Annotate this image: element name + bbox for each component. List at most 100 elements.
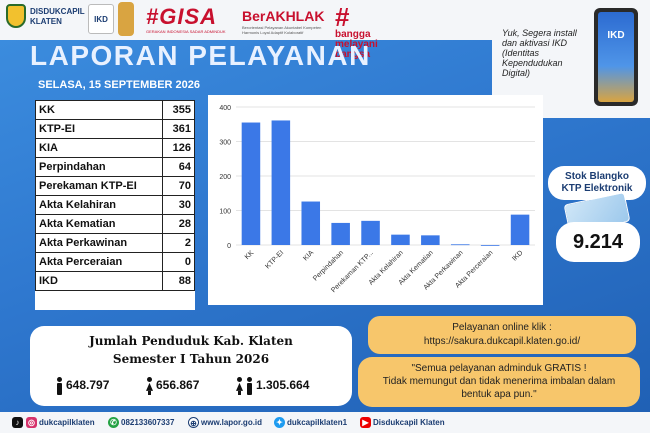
twitter-icon: ✦ bbox=[274, 417, 285, 429]
service-label: Perekaman KTP-EI bbox=[35, 176, 163, 196]
bar bbox=[480, 245, 500, 246]
footer-twitter[interactable]: ✦ dukcapilklaten1 bbox=[274, 416, 347, 429]
service-label: KTP-EI bbox=[35, 119, 163, 139]
x-tick-label: KK bbox=[244, 249, 256, 261]
service-value: 361 bbox=[162, 119, 195, 139]
stok-blangko-label: Stok Blangko KTP Elektronik bbox=[548, 166, 646, 200]
x-tick-label: Perpindahan bbox=[312, 249, 345, 282]
instagram-handle: dukcapilklaten bbox=[39, 418, 95, 427]
berakhlak-logo: BerAKHLAK bbox=[242, 8, 325, 24]
agency-title: DISDUKCAPIL bbox=[30, 7, 85, 16]
instagram-icon: ◎ bbox=[26, 417, 37, 429]
footer-instagram[interactable]: ◎ dukcapilklaten bbox=[26, 416, 95, 429]
youtube-icon: ▶ bbox=[360, 417, 371, 429]
ikd-logo: IKD bbox=[88, 4, 114, 34]
service-label: KK bbox=[35, 100, 163, 120]
population-subtitle: Semester I Tahun 2026 bbox=[112, 352, 270, 366]
service-value: 64 bbox=[162, 157, 195, 177]
population-female: 656.867 bbox=[146, 374, 199, 396]
bar bbox=[510, 214, 530, 245]
ikd-phone-screen: IKD bbox=[598, 12, 634, 102]
whatsapp-icon: ✆ bbox=[108, 417, 119, 429]
globe-icon: ⊕ bbox=[188, 417, 199, 429]
table-row: KIA 126 bbox=[35, 138, 195, 158]
service-label: KIA bbox=[35, 138, 163, 158]
bar bbox=[450, 244, 470, 246]
free-service-note: "Semua pelayanan adminduk GRATIS ! Tidak… bbox=[358, 357, 640, 407]
table-row: KK 355 bbox=[35, 100, 195, 120]
services-table-body: KK 355 KTP-EI 361 KIA 126 Perpindahan 64 Perekam… bbox=[35, 100, 195, 291]
bar bbox=[271, 120, 291, 245]
berakhlak-tagline: Berorientasi Pelayanan Akuntabel Kompete… bbox=[242, 25, 322, 35]
table-row: Akta Kematian 28 bbox=[35, 214, 195, 234]
service-value: 2 bbox=[162, 233, 195, 253]
ikd-promo-text: Yuk, Segera install dan aktivasi IKD (Id… bbox=[502, 28, 577, 78]
service-value: 88 bbox=[162, 271, 195, 291]
online-service-link[interactable]: https://sakura.dukcapil.klaten.go.id/ bbox=[423, 336, 581, 347]
population-total-value: 1.305.664 bbox=[256, 378, 310, 392]
agency-subtitle: KLATEN bbox=[30, 17, 62, 26]
service-value: 126 bbox=[162, 138, 195, 158]
table-row: Akta Kelahiran 30 bbox=[35, 195, 195, 215]
bangga-line1: bangga bbox=[335, 29, 371, 40]
female-icon bbox=[146, 376, 153, 395]
bangga-melayani-logo: # bangga melayani bangsa bbox=[335, 4, 378, 60]
services-table: KK 355 KTP-EI 361 KIA 126 Perpindahan 64 Perekam… bbox=[35, 100, 195, 310]
page-title: LAPORAN PELAYANAN bbox=[30, 40, 371, 71]
x-tick-label: KIA bbox=[302, 249, 315, 262]
table-row: Perpindahan 64 bbox=[35, 157, 195, 177]
web-url: www.lapor.go.id bbox=[201, 418, 263, 427]
y-tick-label: 100 bbox=[219, 209, 231, 216]
online-service-note: Pelayanan online klik : https://sakura.d… bbox=[368, 316, 636, 354]
report-date: SELASA, 15 SEPTEMBER 2026 bbox=[38, 79, 201, 91]
regency-emblem-icon bbox=[6, 4, 26, 28]
x-tick-label: KTP-EI bbox=[264, 249, 285, 270]
population-title: Jumlah Penduduk Kab. Klaten bbox=[89, 334, 293, 348]
bangga-line2: melayani bbox=[335, 39, 378, 50]
bar bbox=[391, 234, 410, 245]
table-row: IKD 88 bbox=[35, 271, 195, 291]
y-tick-label: 400 bbox=[219, 105, 231, 112]
population-total: 1.305.664 bbox=[236, 374, 309, 396]
footer-tiktok[interactable]: ♪ bbox=[12, 416, 25, 429]
table-row: Perekaman KTP-EI 70 bbox=[35, 176, 195, 196]
service-value: 355 bbox=[162, 100, 195, 120]
services-bar-chart: 0 100 200 300 400 KK KTP-EI KIA Perpindahan Perek… bbox=[208, 95, 543, 305]
footer-web[interactable]: ⊕ www.lapor.go.id bbox=[188, 416, 262, 429]
population-panel: Jumlah Penduduk Kab. Klaten Semester I T… bbox=[30, 326, 352, 406]
male-icon bbox=[56, 376, 63, 395]
stok-title-line1: Stok Blangko bbox=[565, 171, 629, 182]
service-label: Akta Perkawinan bbox=[35, 233, 163, 253]
youtube-channel: Disdukcapil Klaten bbox=[373, 418, 445, 427]
service-label: Perpindahan bbox=[35, 157, 163, 177]
stok-title-line2: KTP Elektronik bbox=[561, 183, 633, 194]
ikd-phone-image: IKD bbox=[594, 8, 638, 106]
free-service-line2: Tidak memungut dan tidak menerima imbala… bbox=[382, 376, 616, 387]
free-service-line3: bentuk apa pun." bbox=[461, 389, 537, 400]
population-female-value: 656.867 bbox=[156, 378, 200, 392]
population-male: 648.797 bbox=[56, 374, 109, 396]
bar bbox=[331, 222, 350, 245]
gisa-tagline: GERAKAN INDONESIA SADAR ADMINDUK bbox=[146, 29, 226, 34]
free-service-line1: "Semua pelayanan adminduk GRATIS ! bbox=[411, 363, 587, 374]
footer-whatsapp[interactable]: ✆ 082133607337 bbox=[108, 416, 174, 429]
phone-hand-icon bbox=[118, 2, 134, 36]
stok-blangko-value: 9.214 bbox=[556, 222, 640, 262]
y-tick-label: 0 bbox=[227, 243, 231, 250]
table-row: KTP-EI 361 bbox=[35, 119, 195, 139]
bar bbox=[241, 122, 261, 245]
gisa-logo: #GISA bbox=[146, 4, 218, 29]
bar bbox=[301, 201, 321, 245]
footer-bar: ♪ ◎ dukcapilklaten ✆ 082133607337 ⊕ www.lap… bbox=[0, 412, 650, 433]
footer-youtube[interactable]: ▶ Disdukcapil Klaten bbox=[360, 416, 445, 429]
whatsapp-number: 082133607337 bbox=[121, 418, 175, 427]
y-tick-label: 300 bbox=[219, 140, 231, 147]
service-label: Akta Kelahiran bbox=[35, 195, 163, 215]
female-icon bbox=[236, 376, 243, 395]
service-value: 0 bbox=[162, 252, 195, 272]
twitter-handle: dukcapilklaten1 bbox=[287, 418, 348, 427]
hashtag-icon: # bbox=[335, 2, 350, 32]
agency-name: DISDUKCAPIL KLATEN bbox=[30, 7, 85, 27]
table-row: Akta Perceraian 0 bbox=[35, 252, 195, 272]
tiktok-icon: ♪ bbox=[12, 417, 23, 429]
